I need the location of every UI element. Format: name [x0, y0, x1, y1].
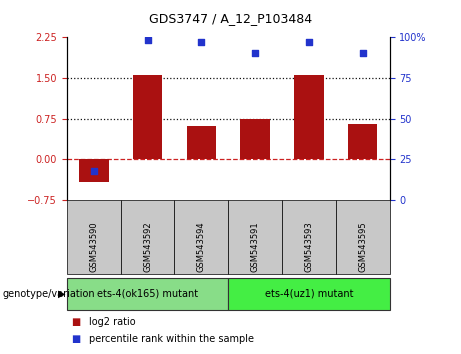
Bar: [79, 159, 108, 182]
Bar: [348, 124, 378, 159]
Point: [144, 38, 151, 43]
Point: [359, 51, 366, 56]
Text: GSM543591: GSM543591: [251, 221, 260, 272]
Text: ets-4(uz1) mutant: ets-4(uz1) mutant: [265, 289, 353, 299]
Text: GSM543595: GSM543595: [358, 221, 367, 272]
Text: GSM543590: GSM543590: [89, 221, 98, 272]
Text: ▶: ▶: [58, 289, 65, 299]
Bar: [294, 75, 324, 159]
Text: percentile rank within the sample: percentile rank within the sample: [89, 334, 254, 344]
Point: [90, 168, 97, 173]
Text: GSM543592: GSM543592: [143, 221, 152, 272]
Text: log2 ratio: log2 ratio: [89, 317, 136, 327]
Text: genotype/variation: genotype/variation: [2, 289, 95, 299]
Text: GSM543593: GSM543593: [304, 221, 313, 272]
Bar: [240, 119, 270, 159]
Bar: [133, 75, 162, 159]
Text: GDS3747 / A_12_P103484: GDS3747 / A_12_P103484: [149, 12, 312, 25]
Point: [305, 39, 313, 45]
Bar: [187, 126, 216, 159]
Text: ■: ■: [71, 317, 81, 327]
Text: ■: ■: [71, 334, 81, 344]
Text: GSM543594: GSM543594: [197, 221, 206, 272]
Point: [198, 39, 205, 45]
Point: [251, 51, 259, 56]
Text: ets-4(ok165) mutant: ets-4(ok165) mutant: [97, 289, 198, 299]
